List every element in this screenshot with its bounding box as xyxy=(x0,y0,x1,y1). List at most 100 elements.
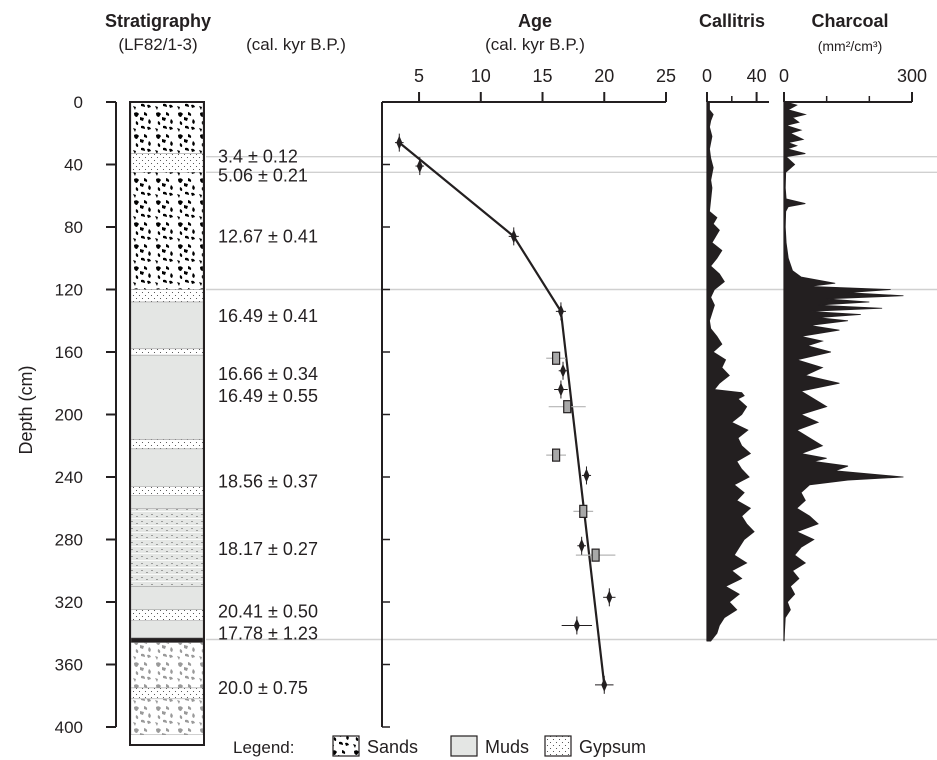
age-label: 16.49 ± 0.55 xyxy=(218,386,318,406)
age-tick-label: 25 xyxy=(656,66,676,86)
strat-unit-muds xyxy=(130,448,204,487)
depth-tick-label: 400 xyxy=(55,718,83,737)
age-label: 5.06 ± 0.21 xyxy=(218,165,308,185)
strat-unit-muds xyxy=(130,586,204,611)
strat-unit-muds xyxy=(130,354,204,440)
callitris-plot xyxy=(706,101,755,642)
alt-age-marker xyxy=(552,448,561,462)
age-axis: 5 10 15 20 25 xyxy=(381,66,676,728)
legend-swatch-gypsum xyxy=(544,735,572,757)
strat-unit-gypsum xyxy=(130,289,204,303)
alt-age-marker xyxy=(579,504,588,518)
callitris-tick-label: 0 xyxy=(702,66,712,86)
stratigraphy-panel: Stratigraphy (LF82/1-3) (cal. kyr B.P.) … xyxy=(16,11,646,757)
age-label: 18.17 ± 0.27 xyxy=(218,539,318,559)
legend: Legend: Sands Muds Gypsum xyxy=(233,735,646,757)
legend-label-sands: Sands xyxy=(367,737,418,757)
depth-axis: 0 40 80 120 160 200 240 280 320 360 400 xyxy=(55,93,117,737)
age-point xyxy=(606,590,613,605)
legend-items: Sands Muds Gypsum xyxy=(332,735,646,757)
depth-tick-label: 80 xyxy=(64,218,83,237)
strat-column xyxy=(130,101,204,736)
legend-prefix: Legend: xyxy=(233,738,294,757)
age-point xyxy=(601,677,608,692)
strat-unit-muds-gypsum xyxy=(130,508,204,587)
age-panel: Age (cal. kyr B.P.) 5 10 15 20 25 xyxy=(381,11,676,728)
age-tick-label: 5 xyxy=(414,66,424,86)
depth-tick-label: 360 xyxy=(55,656,83,675)
age-label: 18.56 ± 0.37 xyxy=(218,472,318,492)
age-axis-label: (cal. kyr B.P.) xyxy=(485,35,585,54)
depth-tick-label: 120 xyxy=(55,281,83,300)
callitris-area xyxy=(706,101,755,642)
legend-swatch-muds xyxy=(450,735,478,757)
strat-unit-gypsum xyxy=(130,439,204,450)
age-label: 16.49 ± 0.41 xyxy=(218,306,318,326)
age-point xyxy=(578,538,585,553)
age-point xyxy=(557,382,564,397)
strat-unit-grey-sands xyxy=(130,698,204,736)
charcoal-panel: Charcoal (mm²/cm³) 0 300 xyxy=(779,11,927,642)
legend-swatch-sands xyxy=(332,735,360,757)
strat-column-frame xyxy=(129,101,205,746)
depth-tick-label: 40 xyxy=(64,156,83,175)
age-label: 17.78 ± 1.23 xyxy=(218,623,318,643)
age-tick-label: 10 xyxy=(471,66,491,86)
age-point xyxy=(573,618,580,633)
stratigraphy-subtitle: (LF82/1-3) xyxy=(118,35,197,54)
age-label: 20.41 ± 0.50 xyxy=(218,601,318,621)
depth-tick-label: 200 xyxy=(55,406,83,425)
strat-unit-muds xyxy=(130,495,204,509)
depth-tick-label: 0 xyxy=(74,93,83,112)
depth-tick-label: 280 xyxy=(55,531,83,550)
age-labels: 3.4 ± 0.125.06 ± 0.21 12.67 ± 0.41 16.49 ±… xyxy=(218,147,318,698)
charcoal-tick-label: 300 xyxy=(897,66,927,86)
age-title: Age xyxy=(518,11,552,31)
age-label: 3.4 ± 0.12 xyxy=(218,147,298,167)
age-plot xyxy=(394,133,616,694)
callitris-title: Callitris xyxy=(699,11,765,31)
strat-unit-gypsum xyxy=(130,687,204,700)
age-point xyxy=(583,468,590,483)
legend-label-muds: Muds xyxy=(485,737,529,757)
depth-axis-label: Depth (cm) xyxy=(16,365,36,454)
stratigraphy-title: Stratigraphy xyxy=(105,11,211,31)
callitris-panel: Callitris 0 40 xyxy=(699,11,769,642)
age-label: 20.0 ± 0.75 xyxy=(218,678,308,698)
strat-unit-gypsum xyxy=(130,348,204,356)
age-point xyxy=(510,229,517,244)
depth-tick-label: 240 xyxy=(55,468,83,487)
age-tick-label: 20 xyxy=(594,66,614,86)
age-point xyxy=(560,363,567,378)
strat-unit-gypsum xyxy=(130,153,204,173)
strat-unit-muds xyxy=(130,301,204,350)
callitris-tick-label: 40 xyxy=(747,66,767,86)
age-point xyxy=(416,159,423,174)
depth-tick-label: 160 xyxy=(55,343,83,362)
charcoal-area xyxy=(783,101,904,642)
age-tick-label: 15 xyxy=(533,66,553,86)
age-point xyxy=(396,135,403,150)
charcoal-plot xyxy=(783,101,904,642)
charcoal-title: Charcoal xyxy=(811,11,888,31)
charcoal-units: (mm²/cm³) xyxy=(818,38,883,54)
alt-age-marker xyxy=(563,400,572,414)
strat-unit-muds xyxy=(130,620,204,639)
age-point xyxy=(557,304,564,319)
strat-unit-sands xyxy=(130,172,204,290)
alt-age-marker xyxy=(552,351,561,365)
strat-unit-gypsum xyxy=(130,486,204,496)
charcoal-tick-label: 0 xyxy=(779,66,789,86)
strat-unit-gypsum xyxy=(130,609,204,621)
ages-header: (cal. kyr B.P.) xyxy=(246,35,346,54)
legend-label-gypsum: Gypsum xyxy=(579,737,646,757)
age-model-line xyxy=(398,141,606,685)
strat-unit-grey-sands xyxy=(130,642,204,689)
reference-lines xyxy=(206,155,937,641)
depth-tick-label: 320 xyxy=(55,593,83,612)
age-label: 12.67 ± 0.41 xyxy=(218,226,318,246)
alt-age-marker xyxy=(591,548,600,562)
age-label: 16.66 ± 0.34 xyxy=(218,364,318,384)
strat-unit-sands xyxy=(130,101,204,154)
